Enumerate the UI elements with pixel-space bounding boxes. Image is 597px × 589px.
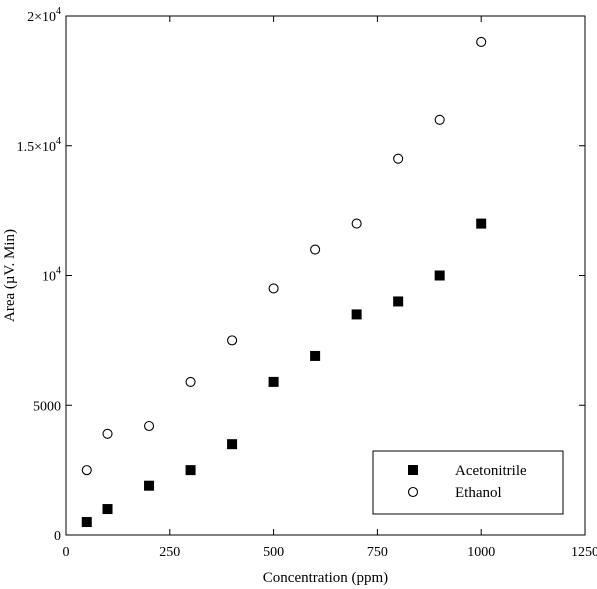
ethanol-point	[434, 114, 445, 125]
legend-square-icon	[408, 465, 418, 475]
legend: Acetonitrile Ethanol	[372, 450, 564, 515]
ethanol-point	[81, 465, 92, 476]
y-axis-title: Area (µV. Min)	[2, 229, 18, 322]
y-tick-label-mantissa: 0	[54, 529, 61, 544]
legend-circle-icon	[407, 486, 419, 498]
ethanol-point	[102, 428, 113, 439]
acetonitrile-point	[102, 504, 113, 515]
x-tick-label: 1000	[467, 545, 495, 560]
y-tick-label: 2×104	[27, 6, 61, 25]
ethanol-point	[310, 244, 321, 255]
acetonitrile-point	[351, 309, 362, 320]
y-tick-label-exponent: 4	[56, 6, 61, 17]
x-tick-label: 250	[159, 545, 180, 560]
y-tick-label-exponent: 4	[56, 136, 61, 147]
acetonitrile-point	[268, 376, 279, 387]
ethanol-point	[227, 335, 238, 346]
acetonitrile-point	[393, 296, 404, 307]
y-tick-label-mantissa: 2×10	[27, 10, 56, 25]
ethanol-point	[143, 420, 155, 432]
acetonitrile-point	[476, 218, 487, 229]
y-tick-label-mantissa: 5000	[33, 399, 61, 414]
data-points	[81, 36, 487, 528]
x-axis-title: Concentration (ppm)	[263, 570, 388, 586]
acetonitrile-point	[227, 439, 238, 450]
x-tick-label: 750	[367, 545, 388, 560]
y-tick-label: 5000	[33, 399, 61, 414]
legend-label: Acetonitrile	[455, 463, 527, 479]
y-tick-label: 104	[42, 266, 61, 285]
x-tick-label: 1250	[571, 545, 597, 560]
legend-label: Ethanol	[455, 485, 502, 501]
y-tick-label: 0	[54, 529, 61, 544]
y-tick-label-mantissa: 1.5×10	[17, 140, 56, 155]
acetonitrile-point	[81, 517, 92, 528]
ethanol-point	[393, 153, 404, 164]
ethanol-point	[351, 218, 362, 229]
ethanol-point	[268, 283, 279, 294]
ethanol-point	[476, 36, 487, 48]
legend-box	[372, 450, 564, 515]
acetonitrile-point	[310, 350, 321, 361]
y-tick-label: 1.5×104	[17, 136, 61, 155]
y-tick-label-mantissa: 10	[42, 270, 56, 285]
x-axis-ticks: 0 250 500 750 1000 1250	[63, 16, 597, 560]
y-tick-label-exponent: 4	[56, 266, 61, 277]
ethanol-point	[185, 376, 196, 387]
acetonitrile-point	[434, 270, 445, 281]
x-tick-label: 0	[63, 545, 70, 560]
acetonitrile-point	[185, 465, 196, 476]
x-tick-label: 500	[263, 545, 284, 560]
acetonitrile-point	[144, 480, 155, 491]
